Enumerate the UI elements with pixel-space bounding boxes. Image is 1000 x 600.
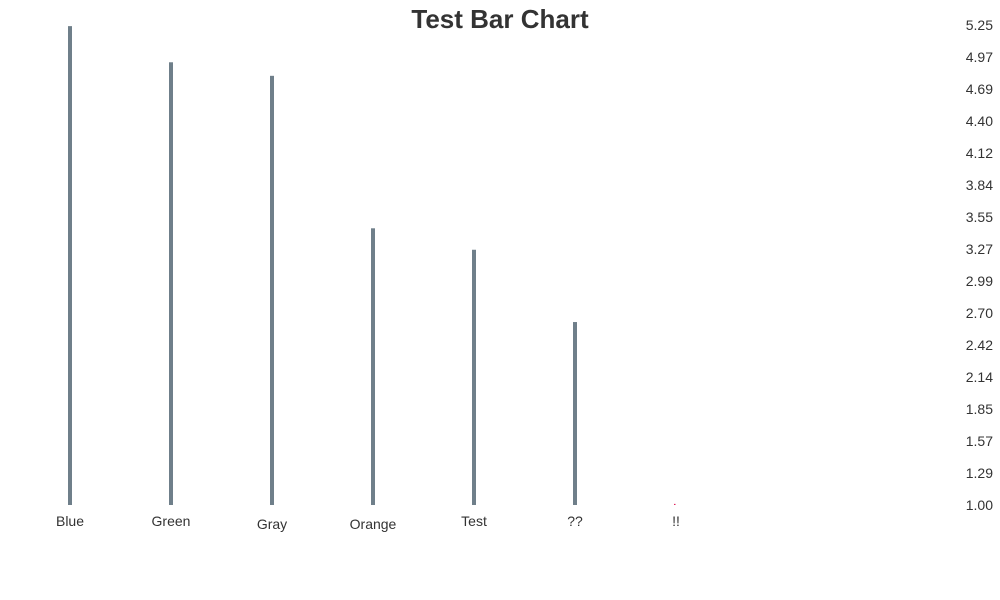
bar-?? xyxy=(573,322,577,505)
y-tick-label: 4.40 xyxy=(966,113,993,129)
category-label: Gray xyxy=(257,516,287,532)
chart-title: Test Bar Chart xyxy=(411,4,589,34)
y-tick-label: 2.42 xyxy=(966,337,993,353)
y-tick-label: 3.27 xyxy=(966,241,993,257)
y-tick-label: 4.97 xyxy=(966,49,993,65)
bar-!! xyxy=(674,503,676,505)
bar-Orange xyxy=(371,228,375,505)
category-label: ?? xyxy=(567,513,583,529)
y-tick-label: 4.12 xyxy=(966,145,993,161)
y-tick-label: 2.99 xyxy=(966,273,993,289)
category-label: Green xyxy=(152,513,191,529)
bar-Gray xyxy=(270,75,274,505)
y-tick-label: 1.29 xyxy=(966,465,993,481)
y-tick-label: 3.55 xyxy=(966,209,993,225)
y-axis-ticks-group: 5.25 4.97 4.69 4.40 4.12 3.84 3.55 3.27 2.99 2.70… xyxy=(966,17,993,513)
y-tick-label: 5.25 xyxy=(966,17,993,33)
bar-Green xyxy=(169,62,173,505)
category-label: Blue xyxy=(56,513,84,529)
bar-Blue xyxy=(68,26,72,505)
category-label: !! xyxy=(672,513,680,529)
y-tick-label: 4.69 xyxy=(966,81,993,97)
category-label: Test xyxy=(461,513,487,529)
bar-Test xyxy=(472,249,476,505)
category-labels-group: Blue Green Gray Orange Test??!! xyxy=(56,513,680,532)
bars-group xyxy=(68,26,676,505)
y-tick-label: 2.14 xyxy=(966,369,993,385)
y-tick-label: 1.00 xyxy=(966,497,993,513)
y-tick-label: 1.85 xyxy=(966,401,993,417)
y-tick-label: 3.84 xyxy=(966,177,993,193)
category-label: Orange xyxy=(350,516,397,532)
y-tick-label: 1.57 xyxy=(966,433,993,449)
y-tick-label: 2.70 xyxy=(966,305,993,321)
